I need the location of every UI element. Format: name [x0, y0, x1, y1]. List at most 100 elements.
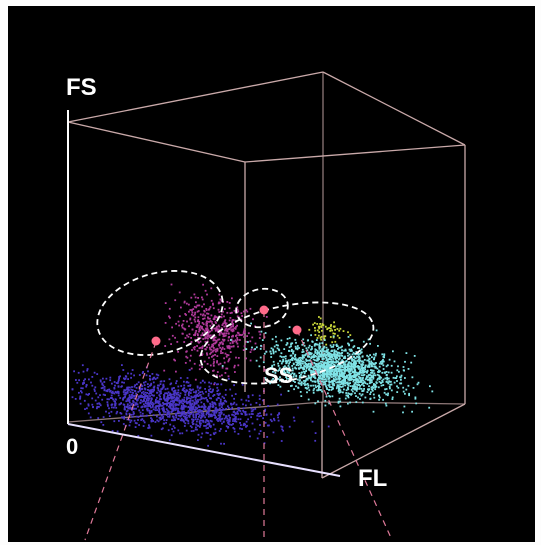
scatter-point: [305, 367, 308, 369]
scatter-point: [207, 423, 209, 425]
scatter-point: [318, 327, 321, 330]
scatter-point: [214, 342, 216, 345]
scatter-point: [370, 364, 373, 367]
scatter-point: [218, 334, 221, 336]
scatter-point: [271, 365, 273, 368]
scatter-point: [314, 350, 317, 353]
scatter-point: [360, 381, 363, 383]
scatter-point: [318, 385, 320, 387]
scatter-point: [272, 431, 275, 434]
scatter-point: [303, 354, 306, 357]
scatter-point: [380, 376, 382, 379]
scatter-point: [411, 376, 414, 379]
scatter-point: [292, 416, 295, 419]
scatter-point: [184, 405, 187, 408]
scatter-point: [230, 403, 233, 406]
scatter-point: [234, 339, 237, 342]
scatter-point: [340, 381, 343, 383]
scatter-point: [223, 397, 225, 399]
scatter-point: [336, 356, 338, 359]
scatter-point: [417, 381, 420, 384]
scatter-point: [134, 426, 137, 428]
scatter-point: [299, 366, 302, 369]
scatter-point: [343, 349, 345, 352]
scatter-point: [369, 393, 372, 395]
scatter-point: [303, 384, 306, 386]
scatter-point: [344, 397, 347, 400]
scatter-point: [329, 336, 332, 338]
scatter-point: [333, 321, 335, 324]
scatter-point: [312, 375, 315, 377]
scatter-point: [391, 396, 394, 399]
scatter-point: [273, 345, 276, 348]
scatter-point: [149, 400, 152, 403]
scatter-point: [328, 364, 331, 367]
scatter-point: [333, 371, 336, 373]
scatter-point: [142, 390, 145, 393]
scatter-point: [223, 335, 226, 337]
scatter-point: [316, 357, 319, 359]
scatter-point: [190, 407, 193, 409]
scatter-point: [329, 330, 332, 332]
scatter-point: [323, 354, 326, 356]
scatter-point: [201, 314, 204, 317]
scatter-point: [369, 376, 371, 379]
scatter-point: [344, 349, 347, 352]
scatter-point: [233, 430, 236, 433]
scatter-point: [104, 394, 106, 396]
scatter-point: [188, 411, 190, 414]
scatter-point: [222, 342, 224, 345]
scatter-point: [314, 327, 316, 329]
scatter-point: [173, 392, 176, 394]
scatter-point: [143, 399, 146, 402]
scatter-point: [212, 339, 215, 342]
scatter-point: [336, 334, 339, 337]
scatter-point: [177, 385, 180, 388]
scatter-point: [229, 324, 232, 327]
scatter-point: [158, 411, 161, 414]
scatter-point: [428, 406, 431, 409]
scatter-point: [231, 330, 234, 333]
scatter-point: [173, 393, 175, 396]
scatter-point: [308, 351, 311, 354]
scatter-point: [198, 320, 201, 323]
scatter-point: [194, 313, 196, 316]
scatter-point: [362, 377, 364, 379]
scatter-point: [226, 311, 229, 314]
scatter-point: [139, 411, 142, 414]
scatter-point: [198, 347, 201, 350]
scatter-point: [324, 382, 327, 385]
scatter-point: [205, 320, 208, 323]
scatter-point: [323, 376, 326, 379]
scatter-point: [326, 374, 329, 376]
scatter-point: [341, 371, 344, 374]
scatter-point: [95, 392, 98, 395]
scatter-point: [193, 395, 196, 398]
scatter-point: [148, 402, 151, 405]
scatter-point: [357, 380, 360, 383]
scatter-point: [114, 403, 116, 405]
scatter-point: [205, 308, 208, 310]
scatter-point: [189, 399, 192, 402]
scatter-point: [111, 397, 113, 399]
scatter-point: [160, 388, 163, 391]
scatter-point: [150, 417, 152, 419]
scatter-point: [340, 352, 343, 355]
scatter-point: [227, 423, 230, 425]
scatter-point: [207, 343, 210, 346]
scatter-point: [212, 347, 215, 349]
scatter-point: [243, 423, 245, 425]
scatter-point: [317, 387, 320, 389]
scatter-point: [290, 345, 292, 348]
scatter-point: [326, 372, 329, 375]
scatter-point: [374, 386, 376, 389]
scatter-point: [203, 317, 206, 320]
scatter-point: [226, 419, 229, 422]
scatter-point: [396, 369, 399, 372]
scatter-point: [187, 420, 190, 422]
scatter-point: [402, 366, 405, 368]
scatter-point: [179, 432, 181, 435]
scatter-point: [120, 412, 123, 415]
scatter-point: [303, 380, 305, 382]
scatter-point: [201, 366, 203, 368]
